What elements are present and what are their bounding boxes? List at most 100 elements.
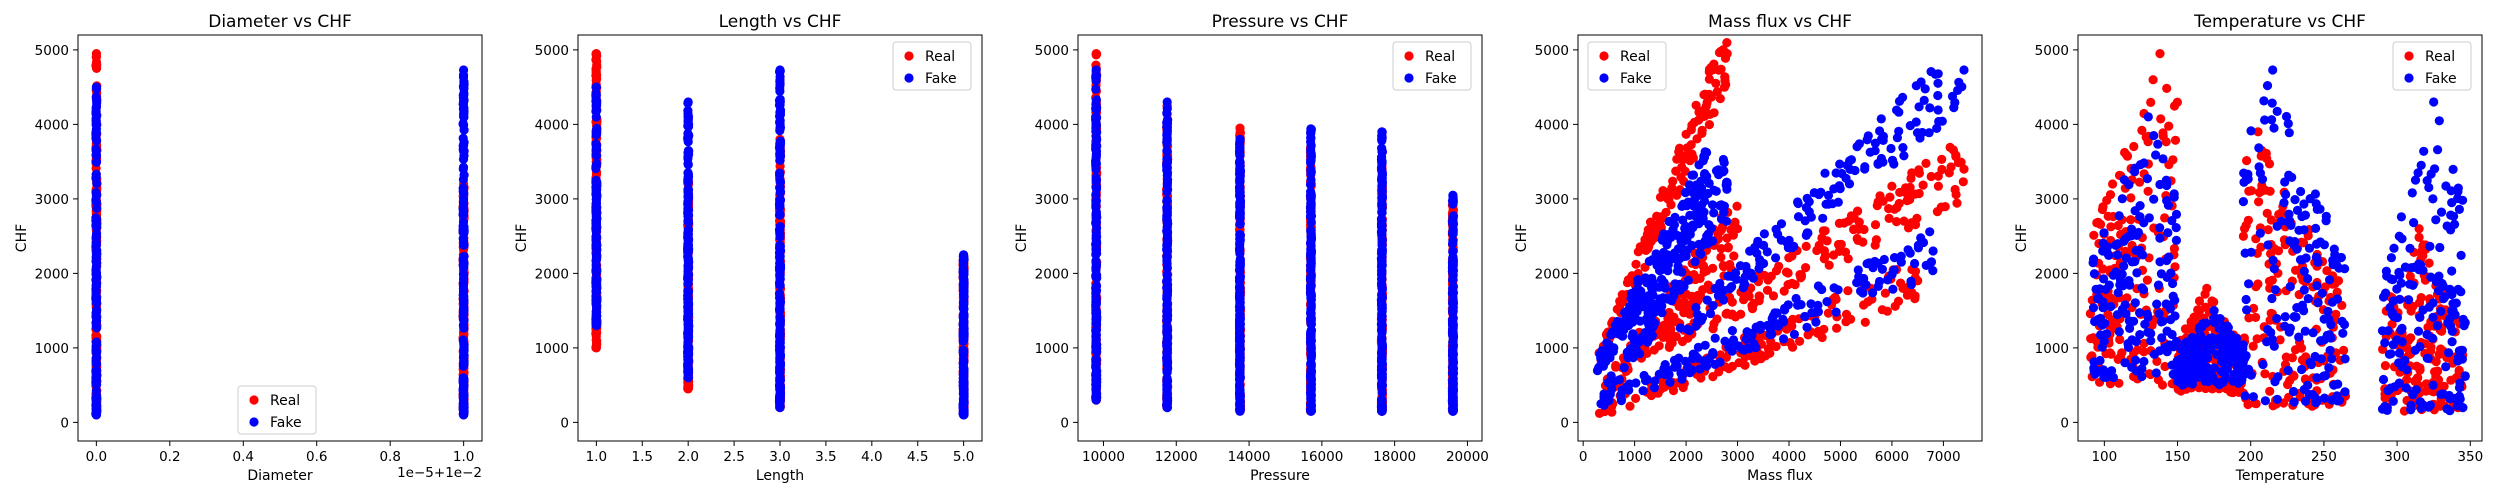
x-tick-label: 0.6 <box>306 449 327 465</box>
point-fake <box>1162 367 1172 377</box>
point-real <box>1872 201 1882 211</box>
point-fake <box>1377 278 1387 288</box>
point-real <box>1880 288 1890 298</box>
point-real <box>1907 168 1917 178</box>
point-fake <box>958 268 968 278</box>
point-real <box>1796 270 1806 280</box>
x-tick-label: 0.0 <box>86 449 107 465</box>
point-fake <box>1235 143 1245 153</box>
y-tick-label: 1000 <box>1035 341 1069 357</box>
point-fake <box>683 178 693 188</box>
point-fake <box>91 294 101 304</box>
point-fake <box>591 217 601 227</box>
point-real <box>1689 117 1699 127</box>
point-real <box>1914 188 1924 199</box>
point-fake <box>958 409 968 419</box>
point-real <box>1720 72 1730 82</box>
point-fake <box>1306 293 1316 303</box>
point-fake <box>683 278 693 288</box>
points-layer <box>1091 49 1458 416</box>
y-tick-label: 5000 <box>1035 43 1069 59</box>
point-real <box>1704 120 1714 130</box>
point-fake <box>1632 306 1642 317</box>
point-fake <box>1163 332 1173 342</box>
y-tick-label: 3000 <box>1035 192 1069 208</box>
point-real <box>1817 233 1827 243</box>
point-fake <box>91 198 102 208</box>
point-real <box>1611 362 1621 372</box>
point-fake <box>775 107 785 117</box>
point-fake <box>1657 235 1667 245</box>
point-fake <box>1306 401 1316 411</box>
point-fake <box>1377 403 1387 413</box>
point-real <box>1697 125 1707 135</box>
point-fake <box>1306 390 1316 400</box>
point-fake <box>775 170 785 180</box>
point-fake <box>1377 349 1387 359</box>
x-tick-label: 4.0 <box>861 449 882 465</box>
point-fake <box>959 313 969 323</box>
point-fake <box>1448 369 1458 379</box>
point-fake <box>1091 285 1101 295</box>
y-tick-label: 3000 <box>535 192 569 208</box>
x-tick-label: 3.0 <box>769 449 790 465</box>
point-real <box>1706 92 1717 102</box>
point-fake <box>1091 374 1101 384</box>
point-fake <box>459 170 469 180</box>
point-fake <box>459 305 469 315</box>
x-tick-label: 4.5 <box>907 449 928 465</box>
point-fake <box>458 293 468 303</box>
point-fake <box>1235 157 1245 168</box>
point-fake <box>1162 128 1172 139</box>
point-fake <box>775 281 785 291</box>
legend-label-real: Real <box>270 393 300 409</box>
point-fake <box>591 252 602 262</box>
point-real <box>1801 263 1811 273</box>
point-real <box>1699 90 1709 100</box>
point-fake <box>1235 348 1245 358</box>
point-real <box>1678 382 1688 393</box>
point-fake <box>1448 300 1458 311</box>
point-fake <box>959 332 969 342</box>
point-fake <box>684 244 694 254</box>
point-real <box>1716 252 1726 262</box>
point-fake <box>683 229 693 239</box>
point-fake <box>1091 261 1101 271</box>
point-fake <box>775 144 785 154</box>
point-real <box>1896 278 1906 288</box>
point-fake <box>1162 259 1172 269</box>
point-real <box>1655 221 1666 231</box>
point-fake <box>1306 193 1316 203</box>
point-real <box>1889 204 1900 214</box>
point-real <box>1860 317 1870 327</box>
point-real <box>1625 401 1635 411</box>
point-fake <box>1625 301 1635 312</box>
point-fake <box>1091 334 1101 344</box>
point-fake <box>458 90 468 100</box>
point-fake <box>1162 137 1172 147</box>
point-fake <box>1091 318 1101 328</box>
point-fake <box>775 242 785 253</box>
point-fake <box>459 251 469 261</box>
point-real <box>591 75 601 85</box>
point-fake <box>1091 239 1101 250</box>
point-real <box>1841 309 1852 319</box>
point-real <box>1235 127 1245 137</box>
point-fake <box>775 222 785 232</box>
point-fake <box>91 274 101 284</box>
point-real <box>1722 38 1732 48</box>
point-real <box>1649 345 1659 355</box>
legend-label-fake: Fake <box>1425 71 1457 87</box>
point-fake <box>91 262 101 272</box>
point-real <box>1646 236 1656 246</box>
point-real <box>1729 251 1739 261</box>
point-fake <box>1702 147 1712 158</box>
legend-label-real: Real <box>925 49 955 65</box>
point-fake <box>458 154 469 164</box>
point-real <box>1801 241 1811 251</box>
point-fake <box>1305 283 1316 293</box>
point-real <box>591 340 602 350</box>
point-real <box>1689 295 1699 305</box>
point-fake <box>684 325 694 335</box>
